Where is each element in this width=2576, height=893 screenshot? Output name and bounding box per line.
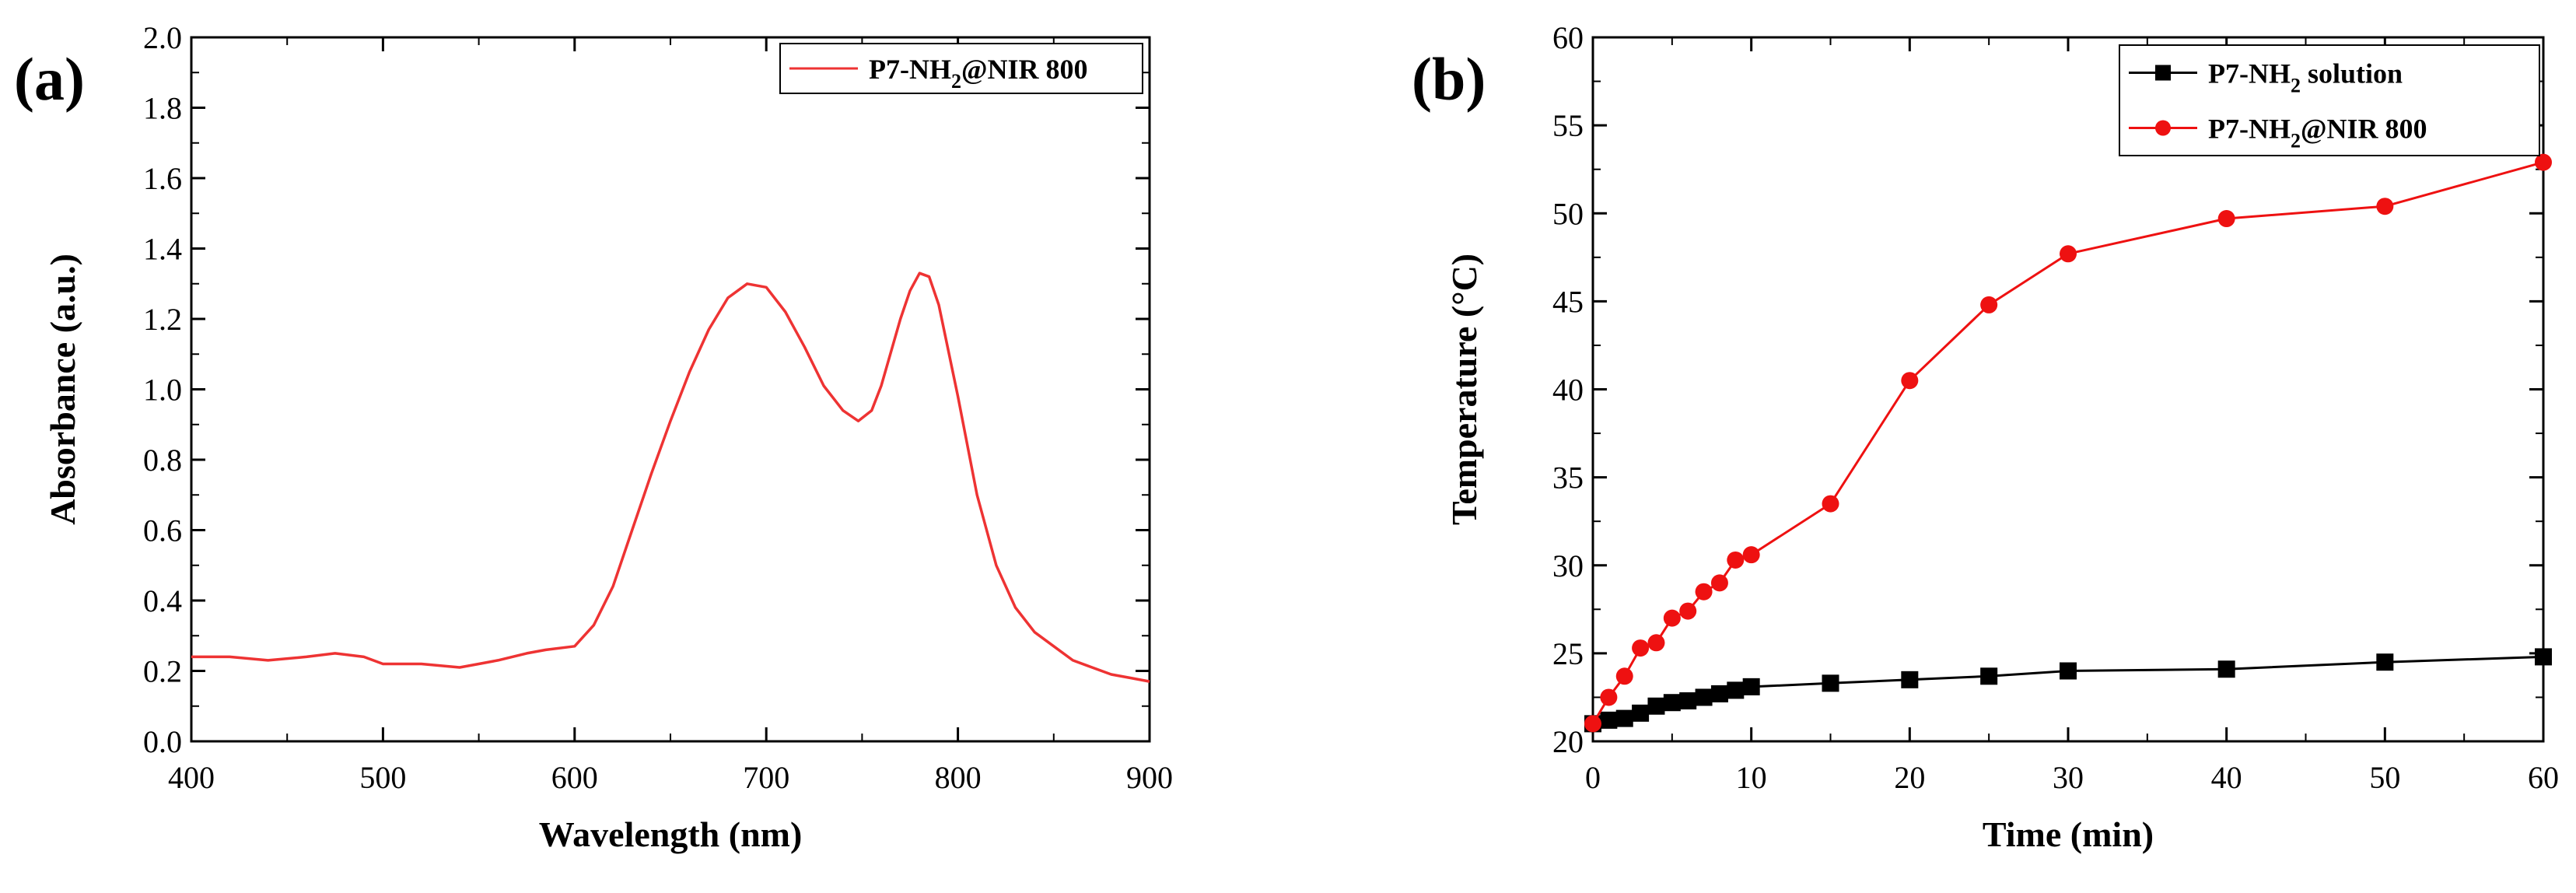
y-tick-label: 25 [1552, 636, 1584, 671]
data-point [1695, 688, 1713, 706]
data-point [1727, 681, 1745, 699]
series-2 [1584, 153, 2552, 733]
data-point [1615, 667, 1633, 685]
series-1 [191, 271, 1150, 683]
legend-marker [2155, 65, 2171, 81]
panel-a-y-axis-title: Absorbance (a.u.) [43, 254, 82, 525]
y-tick-label: 1.8 [143, 91, 182, 126]
y-tick-label: 40 [1552, 373, 1584, 408]
data-point [2060, 245, 2077, 263]
y-tick-label: 1.0 [143, 373, 182, 408]
data-point [1615, 709, 1633, 727]
data-point [2060, 662, 2077, 680]
legend-label: P7-NH2@NIR 800 [869, 54, 1087, 93]
panel-b-x-axis-title: Time (min) [1983, 814, 2154, 854]
data-point [1679, 692, 1697, 709]
x-tick-label: 400 [168, 760, 215, 795]
data-point [2535, 648, 2552, 666]
data-point [1679, 602, 1697, 620]
y-tick-label: 60 [1552, 20, 1584, 55]
x-tick-label: 900 [1126, 760, 1173, 795]
data-point [1901, 372, 1919, 390]
y-tick-label: 2.0 [143, 20, 182, 55]
data-point [1647, 634, 1665, 652]
x-tick-label: 60 [2528, 760, 2559, 795]
panel-b-y-axis-title: Temperature (°C) [1444, 254, 1484, 525]
y-tick-label: 30 [1552, 548, 1584, 583]
legend: P7-NH2@NIR 800 [779, 43, 1143, 94]
x-tick-label: 500 [359, 760, 406, 795]
series-1 [1584, 648, 2552, 733]
y-tick-label: 0.2 [143, 654, 182, 689]
legend-box [2119, 44, 2540, 156]
data-point [1663, 694, 1681, 712]
y-tick-label: 1.2 [143, 302, 182, 337]
data-point [2535, 153, 2552, 171]
data-point [1742, 546, 1760, 564]
data-point [2376, 198, 2394, 215]
panel-b-label: (b) [1412, 45, 1486, 113]
y-tick-label: 0.4 [143, 583, 182, 618]
x-tick-label: 30 [2053, 760, 2084, 795]
data-point [2217, 660, 2235, 678]
series-line [191, 271, 1150, 683]
panel-a-label: (a) [14, 45, 85, 113]
y-tick-label: 1.6 [143, 161, 182, 196]
y-tick-label: 0.6 [143, 513, 182, 548]
panel-a-x-axis-title: Wavelength (nm) [539, 814, 803, 854]
data-point [1632, 704, 1650, 722]
x-tick-label: 20 [1894, 760, 1925, 795]
data-point [1600, 711, 1618, 729]
x-tick-label: 700 [743, 760, 789, 795]
x-tick-label: 0 [1585, 760, 1601, 795]
data-point [2217, 210, 2235, 228]
data-point [1584, 715, 1601, 733]
data-point [1727, 551, 1745, 569]
x-tick-label: 600 [551, 760, 598, 795]
data-point [1822, 674, 1839, 692]
plot-frame [190, 36, 1151, 743]
y-tick-label: 55 [1552, 108, 1584, 143]
data-point [1695, 583, 1713, 601]
data-point [1901, 671, 1919, 688]
legend-label: P7-NH2 solution [2208, 58, 2403, 97]
data-point [2376, 653, 2394, 671]
legend: P7-NH2 solution P7-NH2@NIR 800 [2119, 44, 2540, 156]
data-point [1632, 639, 1650, 657]
y-tick-label: 0.8 [143, 443, 182, 478]
data-point [1647, 697, 1665, 715]
data-point [1980, 296, 1998, 313]
panel-a: (a) Wavelength (nm) Absorbance (a.u.) 40… [14, 20, 1173, 854]
legend-marker [2155, 120, 2171, 136]
x-tick-label: 800 [935, 760, 982, 795]
x-tick-label: 40 [2211, 760, 2242, 795]
y-tick-label: 1.4 [143, 232, 182, 267]
data-point [1742, 678, 1760, 695]
y-tick-label: 50 [1552, 196, 1584, 231]
data-point [1600, 688, 1618, 706]
data-point [1710, 685, 1728, 702]
x-tick-label: 50 [2369, 760, 2400, 795]
y-tick-label: 35 [1552, 461, 1584, 496]
y-tick-label: 20 [1552, 724, 1584, 759]
data-point [1710, 574, 1728, 592]
data-point [1822, 495, 1839, 513]
data-point [1980, 667, 1998, 685]
x-tick-label: 10 [1736, 760, 1767, 795]
y-tick-label: 45 [1552, 284, 1584, 319]
y-tick-label: 0.0 [143, 724, 182, 759]
legend-label: P7-NH2@NIR 800 [2208, 114, 2427, 152]
panel-b: (b) Time (min) Temperature (°C) 0 10 20 30 4… [1412, 20, 2559, 854]
data-point [1663, 609, 1681, 627]
